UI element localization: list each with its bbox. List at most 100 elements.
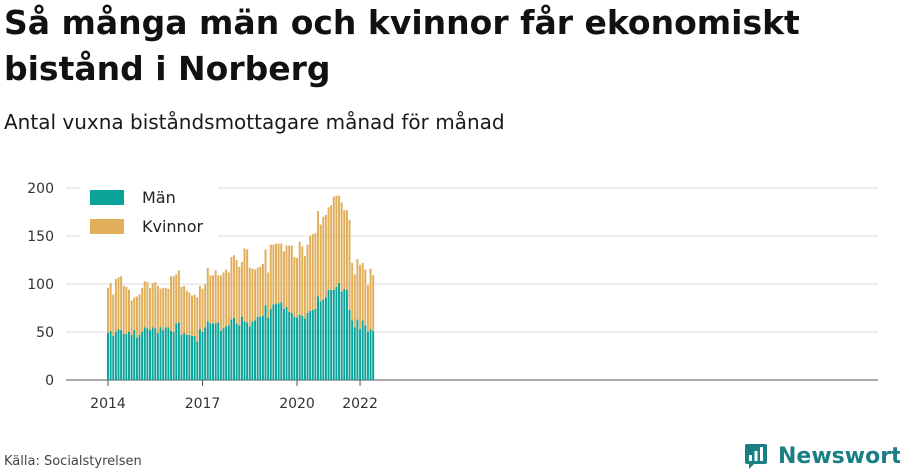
- bar-kvinnor: [230, 257, 233, 320]
- bar-kvinnor: [369, 268, 372, 330]
- bar-men: [209, 323, 212, 380]
- bar-men: [322, 299, 325, 380]
- bar-kvinnor: [277, 243, 280, 304]
- bar-men: [332, 289, 335, 380]
- month-bar: [180, 286, 183, 380]
- month-bar: [217, 275, 220, 380]
- bar-men: [319, 301, 322, 380]
- x-axis: 2014 2017 2020 2022: [90, 380, 378, 412]
- bar-men: [149, 330, 151, 380]
- stacked-bar-chart: 0 50 100 150 200 2014 2017 2020 2022 Män Kvinnor: [27, 181, 878, 412]
- bar-men: [243, 321, 246, 380]
- month-bar: [256, 267, 259, 380]
- month-bar: [107, 287, 109, 380]
- bar-kvinnor: [209, 275, 212, 324]
- bar-men: [164, 327, 167, 380]
- bar-kvinnor: [264, 249, 267, 306]
- month-bar: [259, 266, 262, 380]
- bar-men: [290, 312, 293, 380]
- month-bar: [267, 272, 270, 380]
- month-bar: [141, 287, 144, 380]
- bar-men: [107, 332, 109, 380]
- month-bar: [164, 287, 167, 380]
- month-bar: [366, 284, 369, 380]
- bar-men: [198, 329, 201, 380]
- bar-kvinnor: [217, 275, 220, 323]
- bar-kvinnor: [143, 281, 146, 328]
- legend-label: Män: [142, 188, 176, 207]
- bar-kvinnor: [156, 285, 159, 333]
- bar-men: [193, 335, 196, 380]
- bar-men: [172, 332, 175, 380]
- month-bar: [361, 262, 364, 380]
- bar-men: [183, 332, 186, 380]
- month-bar: [214, 270, 217, 380]
- bar-men: [112, 335, 115, 380]
- month-bar: [183, 285, 186, 380]
- bar-kvinnor: [198, 285, 201, 330]
- bar-kvinnor: [130, 300, 133, 335]
- month-bar: [330, 205, 333, 380]
- bar-men: [125, 333, 128, 380]
- bar-kvinnor: [175, 274, 178, 324]
- bar-men: [122, 333, 125, 380]
- bar-kvinnor: [246, 249, 249, 323]
- y-tick-label: 150: [27, 229, 54, 245]
- month-bar: [335, 195, 338, 380]
- bar-kvinnor: [233, 255, 235, 318]
- bar-men: [248, 326, 251, 380]
- y-tick-label: 200: [27, 181, 54, 197]
- bar-kvinnor: [133, 297, 136, 331]
- month-bar: [191, 295, 193, 380]
- bar-men: [372, 331, 375, 380]
- bar-men: [264, 305, 267, 380]
- bar-kvinnor: [219, 275, 222, 332]
- month-bar: [204, 284, 207, 380]
- bar-men: [359, 329, 362, 380]
- month-bar: [309, 236, 312, 380]
- bar-kvinnor: [128, 289, 130, 332]
- bar-men: [170, 331, 172, 380]
- bar-men: [233, 317, 235, 380]
- month-bar: [196, 297, 199, 380]
- bar-kvinnor: [120, 276, 123, 331]
- bar-men: [351, 320, 354, 380]
- bar-kvinnor: [327, 207, 330, 290]
- bar-kvinnor: [361, 262, 364, 321]
- bar-kvinnor: [317, 211, 320, 297]
- bar-men: [353, 327, 356, 380]
- bar-kvinnor: [206, 267, 209, 322]
- brand-logo[interactable]: Newsworthy: [744, 440, 900, 472]
- month-bar: [317, 211, 320, 380]
- bar-kvinnor: [359, 264, 362, 330]
- bar-men: [254, 320, 257, 380]
- bar-men: [196, 341, 199, 380]
- bar-men: [314, 308, 317, 380]
- bar-men: [191, 335, 193, 380]
- bar-men: [135, 337, 138, 380]
- bar-kvinnor: [170, 276, 172, 332]
- bar-men: [280, 302, 283, 380]
- bar-men: [251, 321, 254, 380]
- month-bar: [120, 276, 123, 380]
- bar-kvinnor: [322, 216, 325, 300]
- source-note: Källa: Socialstyrelsen: [4, 454, 142, 469]
- bar-kvinnor: [301, 246, 304, 316]
- chart-title: Så många män och kvinnor får ekonomiskt …: [4, 3, 800, 88]
- bar-kvinnor: [141, 287, 144, 332]
- month-bar: [243, 248, 246, 380]
- bar-kvinnor: [254, 269, 257, 321]
- bar-men: [217, 322, 220, 380]
- bar-kvinnor: [311, 234, 314, 310]
- bar-men: [293, 316, 296, 380]
- y-tick-label: 0: [45, 373, 54, 389]
- bar-kvinnor: [146, 282, 149, 329]
- month-bar: [338, 195, 341, 380]
- bar-kvinnor: [261, 263, 264, 316]
- bar-kvinnor: [280, 243, 283, 303]
- bar-kvinnor: [240, 261, 243, 317]
- bar-men: [361, 320, 364, 380]
- month-bar: [275, 243, 278, 380]
- x-tick-label: 2022: [342, 396, 378, 412]
- bar-kvinnor: [251, 268, 254, 322]
